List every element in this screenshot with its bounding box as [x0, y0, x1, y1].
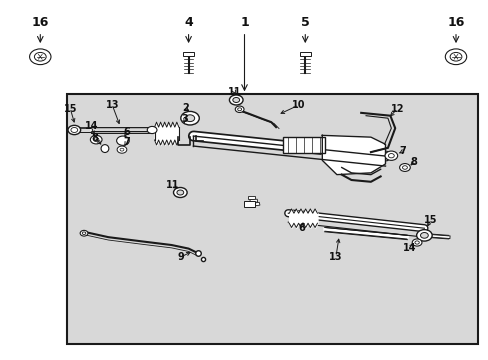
Bar [252, 202, 260, 206]
Circle shape [120, 148, 123, 151]
Circle shape [34, 53, 46, 61]
Text: 7: 7 [398, 147, 405, 157]
Text: 12: 12 [390, 104, 404, 113]
Circle shape [232, 98, 239, 103]
Circle shape [402, 166, 407, 169]
Bar [299, 52, 310, 56]
Polygon shape [322, 135, 385, 175]
Text: 6: 6 [123, 127, 130, 138]
Ellipse shape [101, 145, 109, 153]
Circle shape [414, 241, 418, 244]
Bar [283, 137, 324, 153]
Circle shape [237, 108, 241, 111]
Text: 15: 15 [423, 215, 437, 225]
Text: 4: 4 [184, 16, 193, 29]
Circle shape [416, 230, 431, 241]
Text: 16: 16 [32, 16, 49, 29]
Circle shape [68, 125, 81, 135]
Text: 16: 16 [447, 16, 464, 29]
Text: 11: 11 [227, 87, 241, 98]
Text: 7: 7 [123, 137, 130, 147]
Text: 9: 9 [178, 252, 184, 262]
Text: 5: 5 [300, 16, 309, 29]
Text: 3: 3 [182, 114, 188, 124]
Circle shape [235, 106, 244, 112]
Circle shape [173, 188, 187, 198]
Text: 11: 11 [166, 180, 180, 190]
Circle shape [449, 53, 461, 61]
Text: 15: 15 [63, 104, 77, 114]
Text: 14: 14 [84, 121, 98, 131]
Text: 8: 8 [409, 157, 416, 167]
Circle shape [411, 239, 421, 246]
Text: 1: 1 [240, 16, 248, 29]
Text: 8: 8 [91, 133, 98, 143]
Text: 10: 10 [292, 100, 305, 110]
Circle shape [399, 163, 409, 171]
Circle shape [185, 115, 194, 122]
Circle shape [30, 49, 51, 64]
Circle shape [387, 154, 393, 158]
Circle shape [71, 127, 78, 132]
Text: 2: 2 [182, 103, 188, 113]
Circle shape [384, 151, 397, 160]
Circle shape [420, 233, 427, 238]
Bar [244, 202, 255, 207]
Circle shape [82, 232, 85, 234]
Circle shape [229, 95, 243, 105]
Text: 13: 13 [328, 252, 342, 262]
Circle shape [147, 126, 157, 134]
Bar [249, 199, 257, 203]
Circle shape [90, 135, 102, 144]
Circle shape [80, 230, 88, 236]
Bar [247, 196, 255, 199]
Circle shape [116, 136, 129, 145]
Circle shape [181, 111, 199, 125]
Circle shape [117, 146, 126, 153]
Bar [183, 52, 194, 56]
Text: 13: 13 [105, 100, 119, 110]
Text: 6: 6 [298, 222, 305, 233]
Circle shape [93, 138, 99, 141]
Circle shape [177, 190, 183, 195]
Text: 14: 14 [402, 243, 416, 253]
Bar [67, 94, 477, 344]
Circle shape [445, 49, 466, 64]
